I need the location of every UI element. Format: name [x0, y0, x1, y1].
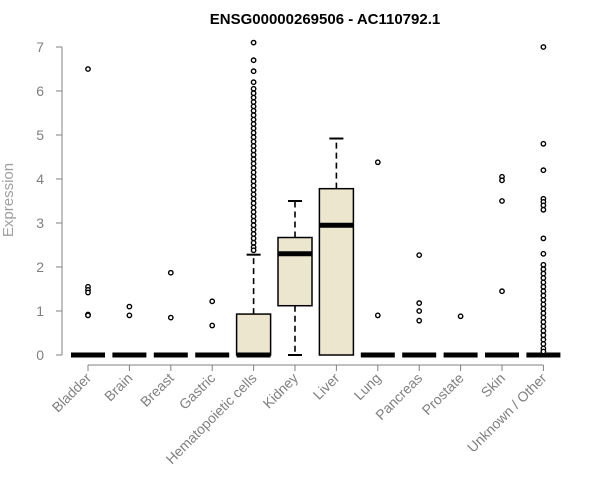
- x-tick-label: Bladder: [49, 370, 95, 416]
- x-tick-label: Prostate: [419, 370, 467, 418]
- x-tick-label: Liver: [310, 370, 343, 403]
- outlier-point: [540, 44, 547, 50]
- outlier-point: [374, 159, 381, 166]
- outlier-point: [540, 235, 547, 242]
- outlier-point: [167, 314, 174, 321]
- x-tick-label: Kidney: [260, 370, 302, 412]
- outlier-point: [250, 57, 257, 64]
- outlier-point: [374, 312, 381, 319]
- x-tick-label: Lung: [351, 370, 384, 403]
- outlier-point: [416, 308, 423, 314]
- outlier-point: [85, 66, 91, 72]
- y-tick-label: 4: [36, 171, 44, 187]
- outlier-point: [499, 177, 505, 184]
- y-tick-label: 5: [36, 127, 44, 143]
- outlier-point: [416, 300, 423, 306]
- y-tick-label: 7: [36, 39, 44, 55]
- outlier-point: [250, 79, 257, 86]
- y-tick-label: 2: [36, 259, 44, 275]
- outlier-point: [85, 312, 91, 319]
- outlier-point: [457, 313, 464, 320]
- iqr-box: [318, 187, 355, 356]
- x-tick-label: Brain: [101, 370, 135, 404]
- y-axis-label: Expression: [0, 163, 17, 237]
- boxes: [71, 137, 561, 358]
- outliers: [85, 39, 547, 355]
- iqr-box: [235, 313, 272, 356]
- outlier-point: [540, 250, 547, 257]
- outlier-point: [250, 39, 257, 46]
- x-tick-label: Breast: [137, 370, 177, 410]
- axes: 0 1 2 3 4 5 6 7: [36, 39, 544, 371]
- y-tick-label: 1: [36, 303, 44, 319]
- x-tick-label: Unknown / Other: [464, 370, 550, 456]
- chart-title: ENSG00000269506 - AC110792.1: [210, 11, 440, 28]
- box-hematopoietic-cells: [235, 253, 272, 358]
- outlier-point: [209, 322, 216, 329]
- outlier-point: [416, 317, 423, 324]
- outlier-point: [126, 303, 133, 310]
- outlier-point: [499, 198, 505, 204]
- box-kidney: [277, 200, 313, 356]
- y-tick-label: 6: [36, 83, 44, 99]
- x-tick-label: Skin: [478, 370, 509, 401]
- outlier-point: [250, 247, 257, 254]
- outlier-point: [209, 298, 216, 305]
- y-tick-label: 0: [36, 347, 44, 363]
- box-liver: [318, 137, 355, 356]
- outlier-point: [126, 312, 133, 319]
- outlier-point: [540, 348, 547, 355]
- iqr-box: [277, 236, 313, 307]
- outlier-point: [540, 140, 547, 147]
- outlier-point: [85, 289, 91, 296]
- outlier-point: [250, 68, 257, 75]
- outlier-point: [540, 167, 547, 174]
- outlier-point: [167, 269, 174, 276]
- outlier-point: [416, 252, 423, 259]
- outlier-point: [499, 288, 505, 295]
- y-tick-label: 3: [36, 215, 44, 231]
- outlier-point: [540, 206, 547, 213]
